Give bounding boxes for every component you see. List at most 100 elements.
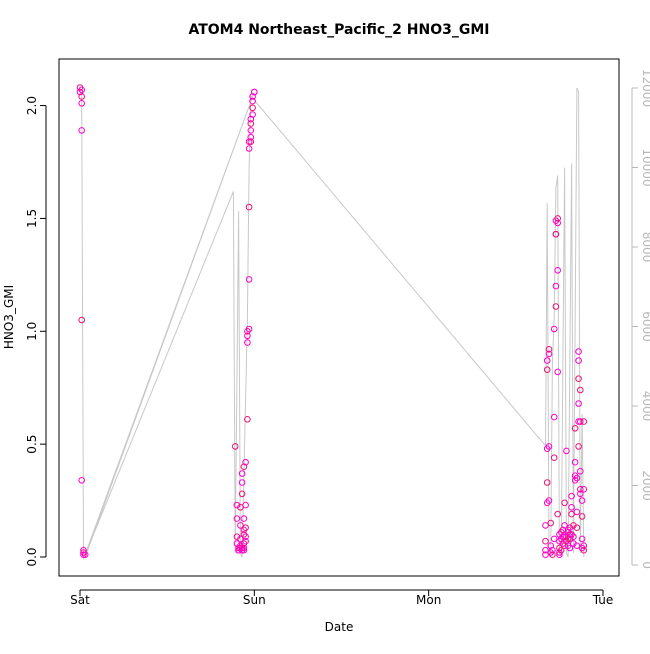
- left-axis: 0.0 0.5 1.0 1.5 2.0: [25, 96, 47, 567]
- data-point: [247, 138, 255, 145]
- data-point: [543, 357, 551, 364]
- x-tick-label: Sun: [243, 593, 266, 607]
- data-point: [245, 325, 253, 333]
- data-point: [554, 267, 562, 274]
- data-point: [578, 535, 586, 543]
- right-axis: 0 2000 4000 6000 8000 10000 12000: [631, 69, 650, 569]
- data-point: [238, 490, 246, 498]
- data-point: [240, 463, 248, 471]
- bottom-axis: Sat Sun Mon Tue: [70, 589, 614, 607]
- y2-tick-label: 10000: [640, 148, 650, 186]
- data-point: [550, 325, 558, 333]
- data-point: [245, 276, 253, 283]
- data-point: [80, 546, 87, 554]
- data-point: [552, 303, 560, 310]
- x-tick-label: Tue: [592, 593, 614, 607]
- data-point: [570, 533, 577, 541]
- y-tick-label: 0.5: [25, 435, 39, 454]
- data-point: [563, 447, 570, 455]
- y2-tick-label: 6000: [640, 311, 650, 342]
- y-tick-label: 2.0: [25, 96, 39, 115]
- data-point: [542, 537, 549, 545]
- data-point: [251, 88, 258, 96]
- data-point: [577, 386, 584, 394]
- data-point: [233, 501, 241, 509]
- data-point: [233, 540, 241, 547]
- data-point: [542, 522, 549, 529]
- data-point: [554, 510, 562, 518]
- data-point: [550, 535, 558, 543]
- data-point: [244, 339, 251, 346]
- data-point: [242, 537, 249, 545]
- data-point: [244, 332, 251, 340]
- data-point: [233, 515, 241, 522]
- data-point: [237, 522, 244, 529]
- data-point: [80, 551, 87, 559]
- data-point: [568, 510, 575, 518]
- data-point: [249, 111, 256, 118]
- data-point: [575, 400, 582, 407]
- data-point: [577, 467, 584, 475]
- data-point: [573, 474, 581, 482]
- data-point: [238, 470, 246, 477]
- y-tick-label: 1.0: [25, 322, 39, 341]
- data-point: [578, 497, 586, 504]
- data-point: [577, 418, 584, 425]
- data-point: [247, 120, 255, 127]
- x-tick-label: Sat: [70, 593, 90, 607]
- data-point: [575, 375, 582, 383]
- data-point: [580, 542, 588, 550]
- data-point: [78, 86, 85, 94]
- data-point: [568, 504, 575, 511]
- data-point: [244, 416, 251, 423]
- data-point: [580, 486, 588, 493]
- data-point: [247, 127, 255, 134]
- data-point: [573, 542, 581, 550]
- data-point: [78, 127, 85, 134]
- data-point: [575, 357, 582, 364]
- data-point: [545, 443, 553, 450]
- data-point: [240, 515, 248, 522]
- chart-title: ATOM4 Northeast_Pacific_2 HNO3_GMI: [188, 22, 489, 38]
- data-point: [554, 215, 562, 222]
- line-layer: [79, 87, 585, 560]
- data-point: [566, 535, 574, 543]
- data-point: [571, 458, 579, 466]
- data-point: [573, 508, 581, 516]
- y2-tick-label: 8000: [640, 232, 650, 263]
- data-point: [575, 443, 582, 450]
- data-point: [561, 522, 568, 529]
- data-point: [249, 104, 256, 112]
- y-tick-label: 0.0: [25, 547, 39, 566]
- data-point: [233, 533, 241, 541]
- y-tick-label: 1.5: [25, 209, 39, 228]
- y-axis-label: HNO3_GMI: [2, 285, 16, 349]
- data-point: [78, 100, 85, 107]
- data-point: [557, 546, 565, 554]
- data-point: [577, 486, 584, 493]
- data-point: [550, 454, 558, 462]
- data-point: [543, 366, 551, 374]
- y2-tick-label: 0: [640, 561, 650, 569]
- data-point: [552, 282, 560, 290]
- data-point: [242, 458, 249, 466]
- data-point: [571, 425, 579, 432]
- data-point: [78, 93, 85, 100]
- data-point: [561, 499, 568, 507]
- data-point: [240, 544, 248, 552]
- data-point: [550, 413, 558, 421]
- data-point: [578, 513, 586, 520]
- data-point: [240, 546, 248, 554]
- data-point: [549, 551, 556, 559]
- x-axis-label: Date: [325, 620, 354, 634]
- data-point: [242, 533, 249, 541]
- data-point: [78, 477, 85, 484]
- data-point: [547, 519, 555, 527]
- data-point: [543, 479, 551, 486]
- data-point: [545, 346, 553, 353]
- data-point: [577, 490, 584, 498]
- data-point: [78, 316, 85, 324]
- data-point: [573, 524, 581, 532]
- data-point: [549, 546, 556, 554]
